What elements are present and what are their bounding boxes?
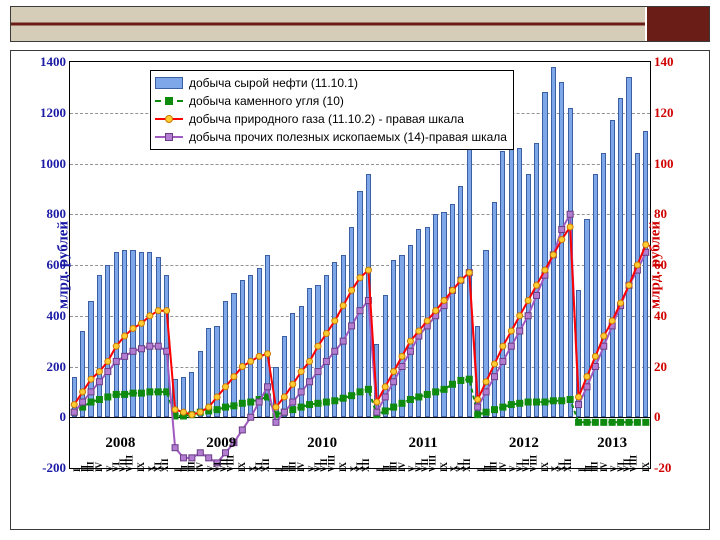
ytick-right: 40 (654, 308, 690, 324)
decorative-title-bar (10, 6, 710, 42)
ytick-right: 140 (654, 54, 690, 70)
legend-item-oil: добыча сырой нефти (11.10.1) (155, 74, 507, 92)
legend-label: добыча сырой нефти (11.10.1) (189, 76, 358, 90)
ytick-right: 120 (654, 105, 690, 121)
ytick-left: 400 (30, 308, 66, 324)
ytick-right: 100 (654, 156, 690, 172)
y-axis-right-label: млрд. рублей (647, 221, 664, 309)
legend-label: добыча природного газа (11.10.2) - права… (189, 112, 464, 126)
xtick-month: IV (296, 462, 306, 472)
xtick-month: XII (463, 458, 473, 472)
xtick-month: VIII (125, 455, 135, 472)
xtick-month: IX (641, 462, 651, 472)
xtick-month: IV (498, 462, 508, 472)
xtick-month: IV (599, 462, 609, 472)
legend-item-gas: добыча природного газа (11.10.2) - права… (155, 110, 507, 128)
legend-swatch (155, 113, 183, 125)
xtick-month: IX (439, 462, 449, 472)
ytick-left: -200 (30, 460, 66, 476)
xtick-month: IV (397, 462, 407, 472)
ytick-left: 1000 (30, 156, 66, 172)
xtick-month: IX (136, 462, 146, 472)
xtick-month: XII (160, 458, 170, 472)
xtick-month: XII (563, 458, 573, 472)
xtick-month: IX (237, 462, 247, 472)
xtick-month: XII (362, 458, 372, 472)
legend-label: добыча прочих полезных ископаемых (14)-п… (189, 130, 507, 144)
slide-frame: -2000200400600800100012001400-2002040608… (0, 0, 720, 540)
xtick-month: VIII (528, 455, 538, 472)
ytick-left: 800 (30, 206, 66, 222)
ytick-left: 1400 (30, 54, 66, 70)
legend-swatch (155, 131, 183, 143)
legend-swatch (155, 77, 183, 89)
ytick-right: 20 (654, 359, 690, 375)
legend-item-coal: добыча каменного угля (10) (155, 92, 507, 110)
xtick-month: VIII (629, 455, 639, 472)
xtick-month: IX (540, 462, 550, 472)
ytick-left: 1200 (30, 105, 66, 121)
plot-area: -2000200400600800100012001400-2002040608… (69, 61, 651, 469)
chart-panel: -2000200400600800100012001400-2002040608… (10, 50, 710, 530)
ytick-right: 0 (654, 409, 690, 425)
xtick-month: XII (261, 458, 271, 472)
legend: добыча сырой нефти (11.10.1) добыча камен… (150, 70, 514, 150)
legend-swatch (155, 95, 183, 107)
ytick-left: 0 (30, 409, 66, 425)
xtick-month: IX (338, 462, 348, 472)
ytick-right: -20 (654, 460, 690, 476)
legend-item-other: добыча прочих полезных ископаемых (14)-п… (155, 128, 507, 146)
xtick-month: VIII (225, 455, 235, 472)
xtick-month: VIII (326, 455, 336, 472)
xtick-month: IV (94, 462, 104, 472)
y-axis-left-label: млрд. рублей (56, 221, 73, 309)
legend-label: добыча каменного угля (10) (189, 94, 344, 108)
ytick-right: 80 (654, 206, 690, 222)
xtick-month: VIII (427, 455, 437, 472)
ytick-left: 200 (30, 359, 66, 375)
xtick-month: IV (195, 462, 205, 472)
